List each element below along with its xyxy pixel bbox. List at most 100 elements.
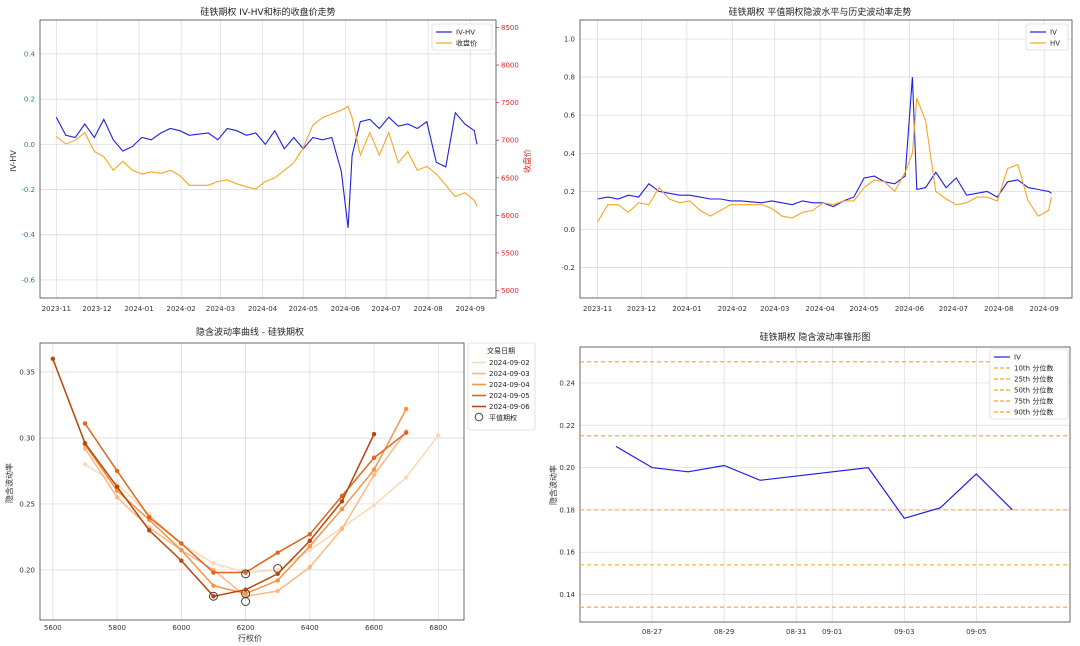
smile-point <box>243 570 248 575</box>
y-axis-label: 隐含波动率 <box>4 463 14 503</box>
smile-point <box>179 547 184 553</box>
x-tick-label: 2024-09 <box>1030 305 1059 313</box>
smile-point <box>275 550 280 555</box>
y-axis-label: IV-HV <box>9 150 18 172</box>
smile-point <box>243 591 248 596</box>
y-tick-label: 0.30 <box>19 434 35 442</box>
x-tick-label: 2024-04 <box>248 305 278 313</box>
x-tick-label: 2023-11 <box>42 305 71 313</box>
legend-box <box>467 342 536 431</box>
chart-iv-cone: 硅铁期权 隐含波动率锥形图 隐含波动率 08-27 08-29 08-31 09-01… <box>540 323 1080 646</box>
x-tick-label: 2024-03 <box>760 305 789 313</box>
smile-point <box>339 507 345 512</box>
x-tick-label: 5600 <box>44 624 62 632</box>
x-tick-label: 5800 <box>108 624 126 632</box>
y-tick-label: 0.2 <box>24 96 35 104</box>
x-tick-label: 2024-01 <box>124 305 153 313</box>
y-tick-label: 1.0 <box>564 36 575 44</box>
x-tick-label: 2024-01 <box>672 305 701 313</box>
legend-label: 收盘价 <box>456 39 477 48</box>
y-tick-label: -0.6 <box>21 276 35 284</box>
legend-label: 50th 分位数 <box>1014 386 1053 395</box>
legend-label: 2024-09-03 <box>489 370 530 378</box>
smile-point <box>211 561 216 566</box>
x-tick-label: 08-31 <box>786 628 806 636</box>
y-tick-label: 0.24 <box>559 379 575 387</box>
x-tick-label: 2024-02 <box>167 305 196 313</box>
legend-label: 2024-09-06 <box>489 403 530 411</box>
smile-point <box>50 356 56 362</box>
x-tick-label: 2023-12 <box>627 305 656 313</box>
x-tick-label: 08-29 <box>714 628 734 636</box>
smile-point <box>339 526 345 532</box>
y2-tick-label: 5000 <box>501 287 519 295</box>
x-tick-label: 09-03 <box>894 628 914 636</box>
chart-iv-hv-vs-close: 硅铁期权 IV-HV和标的收盘价走势 IV-HV 收盘价 2023-11 2023… <box>0 0 540 323</box>
smile-point <box>403 406 409 412</box>
smile-point <box>371 455 377 460</box>
smile-point <box>114 468 120 474</box>
smile-point <box>403 475 409 480</box>
series-line-iv <box>597 77 1052 208</box>
x-tick-label: 2024-02 <box>718 305 747 313</box>
chart-iv-smile-svg: 隐含波动率曲线 - 硅铁期权 行权价 隐含波动率 5600 5800 6000 620… <box>4 326 536 643</box>
smile-point <box>371 431 377 437</box>
x-tick-label: 2024-05 <box>849 305 878 313</box>
smile-point <box>147 528 152 533</box>
y-tick-label: 0.20 <box>19 566 35 574</box>
series-line-close <box>55 105 478 207</box>
smile-point <box>243 587 248 592</box>
legend-label: IV <box>1050 29 1057 37</box>
y2-tick-label: 8000 <box>501 62 519 70</box>
x-tick-label: 2024-06 <box>895 305 925 313</box>
x-tick-label: 08-27 <box>642 628 662 636</box>
y2-axis-label: 收盘价 <box>522 149 532 173</box>
x-tick-label: 2024-03 <box>206 305 235 313</box>
smile-point <box>339 499 345 504</box>
smile-point <box>275 588 280 594</box>
smile-point <box>82 462 88 467</box>
smile-point <box>307 532 313 537</box>
x-tick-label: 2024-08 <box>984 305 1013 313</box>
x-tick-label: 2023-12 <box>82 305 111 313</box>
y-axis-label: 隐含波动率 <box>548 465 558 505</box>
y2-tick-label: 8500 <box>501 24 519 32</box>
x-tick-label: 6400 <box>301 624 319 632</box>
smile-point <box>211 570 216 575</box>
x-tick-label: 6600 <box>365 624 383 632</box>
chart-title: 硅铁期权 平值期权隐波水平与历史波动率走势 <box>729 6 912 18</box>
smile-point <box>211 583 216 588</box>
plot-frame <box>579 346 1071 623</box>
legend-label: 10th 分位数 <box>1014 364 1053 373</box>
y-tick-label: 0.2 <box>564 188 575 196</box>
chart-title: 硅铁期权 IV-HV和标的收盘价走势 <box>200 6 335 18</box>
legend-label: 90th 分位数 <box>1014 408 1053 417</box>
chart-atm-iv-vs-hv: 硅铁期权 平值期权隐波水平与历史波动率走势 2023-11 2023-12 2024… <box>540 0 1080 323</box>
x-tick-label: 6200 <box>237 624 255 632</box>
y-tick-label: 0.4 <box>564 150 576 158</box>
legend-label: IV-HV <box>456 29 475 37</box>
y-tick-label: 0.8 <box>564 74 575 82</box>
smile-point <box>275 578 280 583</box>
smile-point <box>179 541 184 546</box>
smile-point <box>114 495 120 500</box>
chart-title: 硅铁期权 隐含波动率锥形图 <box>760 331 871 343</box>
smile-line-2024-09-06 <box>52 358 375 598</box>
smile-point <box>307 538 313 544</box>
smile-point <box>82 441 88 446</box>
y-tick-label: 0.25 <box>19 500 35 508</box>
y-tick-label: 0.22 <box>559 422 575 430</box>
x-tick-label: 2023-11 <box>583 305 612 313</box>
y2-tick-label: 5500 <box>501 249 519 257</box>
legend-atm-swatch <box>474 412 484 422</box>
smile-point <box>275 567 280 573</box>
x-tick-label: 2024-04 <box>806 305 836 313</box>
y2-tick-label: 7500 <box>501 99 519 107</box>
y-tick-label: 0.20 <box>559 464 575 472</box>
legend-label: IV <box>1014 354 1021 362</box>
y-tick-label: -0.4 <box>21 231 35 239</box>
chart-iv-smile: 隐含波动率曲线 - 硅铁期权 行权价 隐含波动率 5600 5800 6000 620… <box>0 323 540 646</box>
x-tick-label: 6000 <box>172 624 190 632</box>
smile-point <box>82 421 88 426</box>
x-tick-label: 2024-07 <box>939 305 968 313</box>
